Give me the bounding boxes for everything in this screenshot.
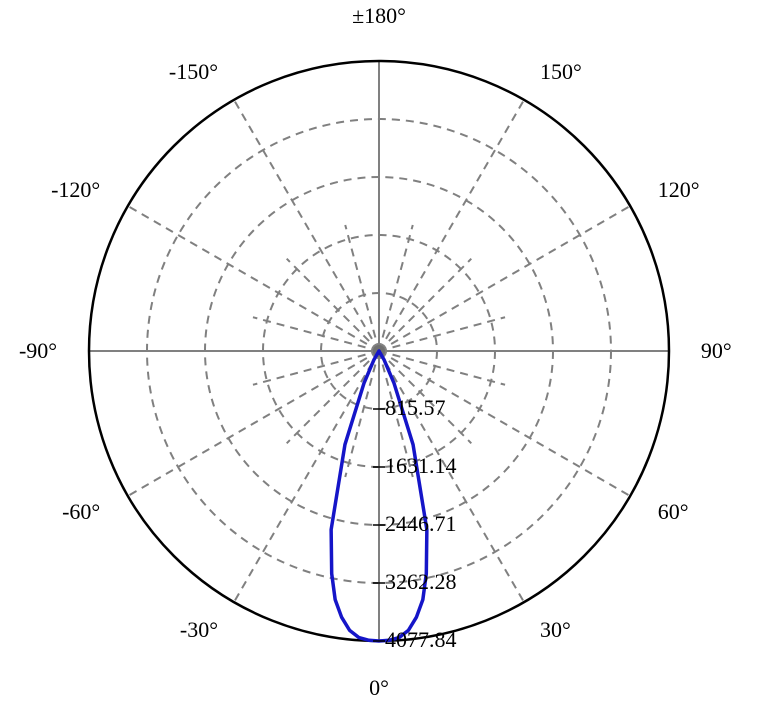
polar-chart-svg: ±180° -150° 150° -120° 120° -90° 90° -60° 60° -30… [0,0,759,703]
angle-label: 150° [540,59,582,84]
angle-label: 90° [701,338,732,363]
angle-label: -90° [19,338,57,363]
angle-label: -30° [180,617,218,642]
radial-label: 3262.28 [385,569,457,594]
angle-label: -120° [51,177,100,202]
angle-label: 30° [540,617,571,642]
radial-label: 2446.71 [385,511,457,536]
polar-chart: ±180° -150° 150° -120° 120° -90° 90° -60° 60° -30… [0,0,759,703]
angle-label: ±180° [352,3,406,28]
angle-label: 120° [658,177,700,202]
radial-label: 1631.14 [385,453,457,478]
radial-label: 4077.84 [385,627,457,652]
angle-label: 60° [658,499,689,524]
angle-label: 0° [369,675,389,700]
radial-label: 815.57 [385,395,446,420]
angle-label: -60° [62,499,100,524]
angle-label: -150° [169,59,218,84]
